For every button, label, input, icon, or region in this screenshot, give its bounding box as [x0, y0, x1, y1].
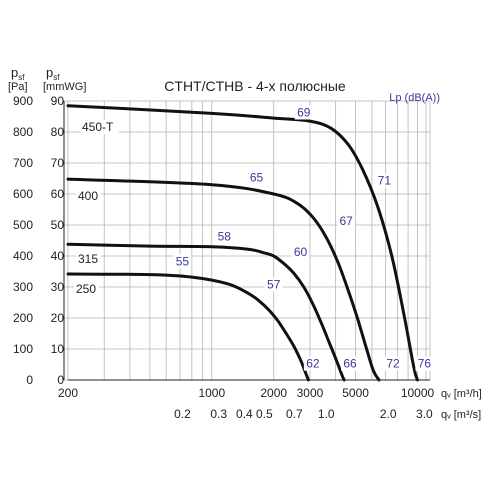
lp-annotation-bg [291, 245, 310, 259]
lp-annotation: 57 [267, 278, 281, 292]
y-left-tick-label: 700 [13, 156, 33, 170]
series-line-450-t [66, 104, 419, 382]
chart-title: CTHT/CTHB - 4-х полюсные [164, 78, 346, 94]
y-left-title-sub: sf [18, 73, 25, 82]
lp-annotation-bg [264, 277, 283, 292]
lp-annotation: 62 [306, 357, 320, 371]
y-inner-tick-label: 80 [51, 125, 65, 139]
x-bottom-tick-label: 0.2 [174, 407, 191, 421]
x-top-tick-label: 3000 [297, 386, 324, 400]
series-label-bg [80, 120, 119, 134]
lp-annotation-bg [337, 214, 356, 228]
series-label-bg [76, 189, 101, 203]
x-top-tick-label: 200 [58, 386, 78, 400]
y-inner-tick-label: 20 [51, 311, 65, 325]
y-left-axis-title: psf [Pa] [8, 65, 28, 93]
y-inner-tick-label: 30 [51, 280, 65, 294]
lp-annotation-bg [415, 356, 434, 371]
lp-annotation: 65 [250, 171, 264, 185]
y-left-tick-label: 300 [13, 280, 33, 294]
y-inner-tick-label: 70 [51, 156, 65, 170]
x-bottom-tick-label: 0.7 [286, 407, 303, 421]
y-left-tick-label: 900 [13, 94, 33, 108]
y-inner-tick-label: 40 [51, 249, 65, 263]
series-label: 250 [76, 282, 96, 296]
x-top-tick-label: 5000 [342, 386, 369, 400]
y-inner-tick-label: 90 [51, 94, 65, 108]
lp-annotation: 58 [218, 230, 232, 244]
lp-annotation-bg [294, 105, 313, 120]
series-label-bg [74, 282, 99, 296]
lp-annotation-bg [341, 356, 360, 371]
series-line-400 [66, 177, 381, 382]
y-inner-title-sub: sf [53, 73, 60, 82]
y-inner-tick-label: 10 [51, 342, 65, 356]
lp-annotation-bg [375, 173, 394, 188]
svg-text:psf: psf [11, 65, 25, 82]
y-left-unit: [Pa] [8, 81, 28, 93]
grid [64, 100, 431, 381]
series-label-bg [76, 252, 101, 266]
svg-text:psf: psf [46, 65, 60, 82]
y-left-tick-label: 500 [13, 218, 33, 232]
lp-annotation: 69 [297, 106, 311, 120]
x-bottom-tick-label: 2.0 [380, 407, 397, 421]
x-bottom-tick-label: 1.0 [318, 407, 335, 421]
y-left-tick-label: 200 [13, 311, 33, 325]
lp-axis-label: Lp (dB(A)) [389, 92, 440, 104]
lp-annotation: 67 [339, 214, 353, 228]
lp-annotation-bg [247, 170, 266, 185]
x-bottom-tick-label: 0.5 [256, 407, 273, 421]
y-left-tick-label: 100 [13, 342, 33, 356]
series-curves [66, 104, 419, 382]
y-inner-unit: [mmWG] [43, 81, 86, 93]
series-label: 450-T [82, 120, 114, 134]
lp-annotation-bg [215, 229, 234, 244]
axes [63, 101, 430, 381]
x-bottom-tick-label: 0.4 [236, 407, 253, 421]
x-bottom-axis-label: qᵥ [m³/s] [441, 409, 481, 421]
series-line-250 [66, 272, 310, 382]
y-left-tick-label: 0 [26, 373, 33, 387]
x-top-axis-label: qᵥ [m³/h] [441, 388, 482, 400]
y-left-title-main: p [11, 65, 18, 80]
y-inner-axis-title: psf [mmWG] [43, 65, 86, 93]
lp-annotation: 76 [418, 357, 432, 371]
series-label: 315 [78, 252, 98, 266]
lp-annotation: 55 [176, 254, 190, 268]
y-inner-tick-label: 0 [57, 373, 64, 387]
series-line-315 [66, 242, 346, 382]
y-inner-tick-label: 60 [51, 187, 65, 201]
y-inner-tick-label: 50 [51, 218, 65, 232]
lp-annotation-bg [383, 356, 402, 371]
lp-annotation-bg [173, 254, 192, 269]
y-left-tick-label: 400 [13, 249, 33, 263]
y-left-tick-label: 800 [13, 125, 33, 139]
lp-annotation-bg [303, 356, 322, 371]
lp-annotation: 72 [386, 357, 400, 371]
x-bottom-tick-label: 3.0 [416, 407, 433, 421]
lp-annotation: 60 [294, 245, 308, 259]
y-left-tick-label: 600 [13, 187, 33, 201]
x-top-tick-label: 1000 [198, 386, 225, 400]
series-label: 400 [78, 189, 98, 203]
y-inner-title-main: p [46, 65, 53, 80]
x-bottom-tick-label: 0.3 [210, 407, 227, 421]
x-top-tick-label: 10000 [401, 386, 435, 400]
lp-annotation: 71 [378, 174, 392, 188]
lp-annotation: 66 [343, 357, 357, 371]
x-top-tick-label: 2000 [260, 386, 287, 400]
